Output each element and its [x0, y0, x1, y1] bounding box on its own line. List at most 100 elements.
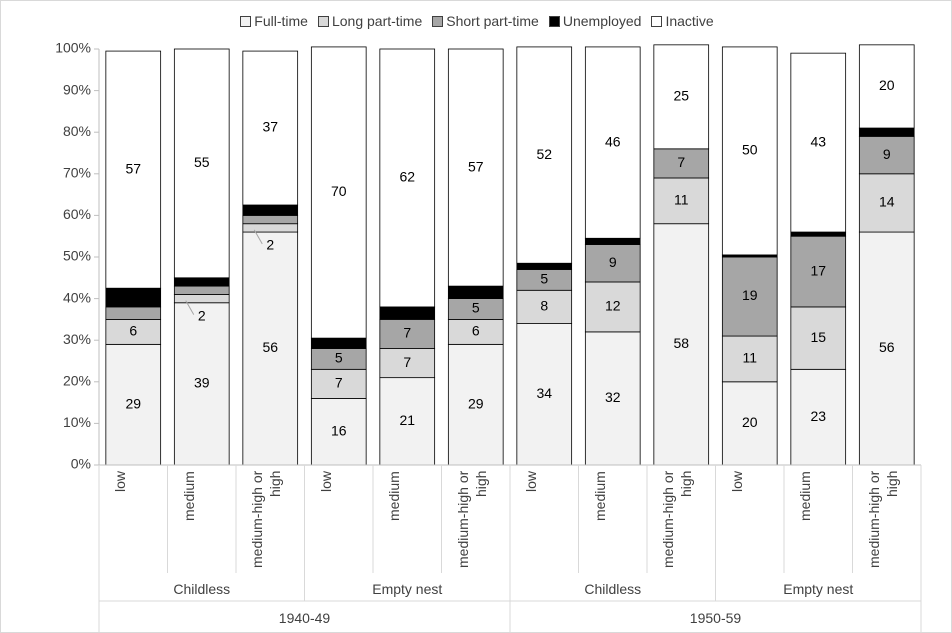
data-label: 2 [266, 237, 274, 253]
bar-segment [105, 318, 162, 345]
data-label: 43 [810, 133, 826, 149]
x-tick-label: medium [797, 471, 814, 521]
bar-segment [653, 148, 710, 179]
data-label: 57 [125, 160, 141, 176]
cohort-label: 1940-49 [278, 610, 331, 626]
y-tick-label: 90% [63, 81, 91, 97]
bar-segment [310, 46, 367, 339]
data-label: 56 [879, 339, 895, 355]
bar-segment [173, 302, 230, 466]
x-tick-label: low [317, 471, 334, 493]
y-tick-label: 20% [63, 373, 91, 389]
bar-segment [379, 377, 436, 466]
group-label: Empty nest [372, 581, 443, 597]
data-label: 5 [540, 271, 548, 287]
legend-item: Inactive [651, 13, 714, 29]
data-label: 20 [879, 77, 895, 93]
x-tick-label: medium-high or high [865, 471, 900, 569]
bar-segment [790, 231, 847, 237]
legend-item: Short part-time [432, 13, 539, 29]
bar-segment [173, 277, 230, 287]
bar-segment [447, 48, 504, 287]
data-label: 9 [609, 254, 617, 270]
legend-marker [548, 15, 560, 27]
data-label: 7 [403, 354, 411, 370]
bar-segment [653, 177, 710, 225]
bar-segment [173, 48, 230, 279]
bar-segment [242, 231, 299, 466]
bar-segment [310, 368, 367, 399]
data-label: 17 [810, 262, 826, 278]
data-label: 70 [331, 183, 347, 199]
data-label: 2 [198, 307, 206, 323]
data-label: 9 [883, 146, 891, 162]
bar-segment [584, 331, 641, 466]
data-label: 56 [262, 339, 278, 355]
data-label: 55 [194, 154, 210, 170]
callout-line [185, 300, 195, 315]
legend: Full-time Long part-time Short part-time Un… [1, 13, 951, 29]
group-label: Childless [173, 581, 231, 597]
bar-segment [858, 44, 915, 129]
legend-item: Long part-time [317, 13, 423, 29]
bar-segment [584, 244, 641, 283]
cohort-label: 1950-59 [689, 610, 742, 626]
y-tick-label: 80% [63, 123, 91, 139]
y-tick-label: 30% [63, 331, 91, 347]
bar-segment [447, 285, 504, 299]
legend-marker [317, 15, 329, 27]
data-label: 29 [468, 395, 484, 411]
data-label: 8 [540, 298, 548, 314]
bar-segment [242, 214, 299, 225]
bar-segment [105, 287, 162, 308]
legend-label: Long part-time [331, 13, 423, 29]
data-label: 7 [677, 154, 685, 170]
bar-segment [653, 223, 710, 466]
x-tick-label: low [112, 471, 129, 493]
bar-segment [790, 235, 847, 308]
bar-segment [173, 285, 230, 295]
bar-segment [858, 173, 915, 233]
bar-segment [173, 294, 230, 304]
y-tick-label: 50% [63, 248, 91, 264]
x-tick-label: low [728, 471, 745, 493]
legend-marker [240, 15, 252, 27]
bar-segment [584, 46, 641, 239]
data-label: 25 [673, 88, 689, 104]
legend-item: Unemployed [548, 13, 642, 29]
data-label: 32 [605, 389, 621, 405]
x-tick-label: medium-high or high [660, 471, 695, 569]
bar-segment [447, 343, 504, 466]
bar-segment [516, 289, 573, 324]
data-label: 50 [742, 142, 758, 158]
bar-segment [105, 50, 162, 289]
legend-label: Inactive [665, 13, 714, 29]
bar-segment [242, 223, 299, 233]
bar-segment [584, 281, 641, 333]
data-label: 5 [335, 350, 343, 366]
x-tick-label: medium [386, 471, 403, 521]
bar-segment [790, 306, 847, 370]
x-tick-label: medium-high or high [249, 471, 284, 569]
legend-label: Full-time [254, 13, 308, 29]
legend-label: Unemployed [562, 13, 642, 29]
data-label: 62 [399, 169, 415, 185]
x-tick-label: medium [591, 471, 608, 521]
legend-label: Short part-time [446, 13, 539, 29]
bar-segment [447, 318, 504, 345]
data-label: 7 [403, 325, 411, 341]
data-label: 21 [399, 412, 415, 428]
data-label: 16 [331, 422, 347, 438]
bar-segment [105, 343, 162, 466]
data-label: 37 [262, 119, 278, 135]
bar-segment [653, 44, 710, 150]
bar-segment [310, 337, 367, 349]
data-label: 19 [742, 287, 758, 303]
y-tick-label: 40% [63, 289, 91, 305]
y-tick-label: 60% [63, 206, 91, 222]
bar-segment [858, 135, 915, 175]
bar-segment [242, 204, 299, 216]
data-label: 11 [674, 192, 689, 208]
